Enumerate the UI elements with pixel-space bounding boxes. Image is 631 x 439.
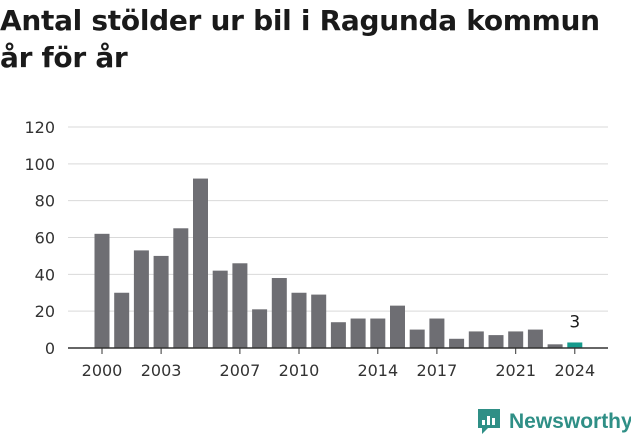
bar-2007 bbox=[232, 263, 248, 348]
bar-2001 bbox=[114, 292, 130, 348]
data-label-2024: 3 bbox=[569, 312, 580, 332]
x-tick-label-2021: 2021 bbox=[495, 361, 536, 380]
y-tick-label-0: 0 bbox=[45, 339, 55, 358]
bar-2016 bbox=[409, 329, 425, 348]
bar-2012 bbox=[330, 322, 346, 348]
bar-2013 bbox=[350, 318, 366, 348]
bar-2002 bbox=[133, 250, 149, 348]
bar-chart: 0 20 40 60 80 100 120 2000 2003 2007 2010 2014 2017 2… bbox=[24, 118, 608, 380]
bar-2020 bbox=[488, 335, 504, 348]
x-tick-label-2000: 2000 bbox=[82, 361, 123, 380]
bar-2017 bbox=[429, 318, 445, 348]
bar-2009 bbox=[271, 278, 287, 348]
y-tick-label-60: 60 bbox=[35, 229, 55, 248]
bar-2003 bbox=[153, 255, 169, 348]
x-tick-label-2014: 2014 bbox=[357, 361, 398, 380]
bar-2011 bbox=[311, 294, 327, 348]
bar-2006 bbox=[212, 270, 228, 348]
bar-2005 bbox=[193, 178, 208, 348]
bar-2004 bbox=[173, 228, 189, 348]
bar-2008 bbox=[252, 309, 268, 348]
y-tick-label-40: 40 bbox=[35, 265, 55, 284]
chart-title: Antal stölder ur bil i Ragunda kommun år… bbox=[0, 4, 600, 74]
x-tick-label-2010: 2010 bbox=[279, 361, 320, 380]
bar-2023 bbox=[547, 344, 563, 348]
bar-2015 bbox=[390, 305, 405, 348]
bar-2014 bbox=[370, 318, 386, 348]
y-tick-label-20: 20 bbox=[35, 302, 55, 321]
brand-logo: Newsworthy bbox=[476, 406, 631, 438]
y-tick-label-100: 100 bbox=[24, 155, 55, 174]
brand-name: Newsworthy bbox=[509, 410, 631, 433]
newsworthy-logo-icon bbox=[478, 409, 500, 434]
bar-2000 bbox=[94, 233, 110, 348]
x-tick-label-2024: 2024 bbox=[554, 361, 595, 380]
bar-2018 bbox=[449, 338, 465, 348]
bar-2010 bbox=[291, 292, 307, 348]
x-tick-label-2017: 2017 bbox=[417, 361, 458, 380]
bar-2024 bbox=[567, 342, 583, 348]
bar-2019 bbox=[468, 331, 484, 348]
bar-2021 bbox=[508, 331, 524, 348]
y-tick-label-120: 120 bbox=[24, 118, 55, 137]
y-tick-label-80: 80 bbox=[35, 192, 55, 211]
x-tick-label-2007: 2007 bbox=[220, 361, 261, 380]
x-tick-label-2003: 2003 bbox=[141, 361, 182, 380]
bar-2022 bbox=[527, 329, 543, 348]
